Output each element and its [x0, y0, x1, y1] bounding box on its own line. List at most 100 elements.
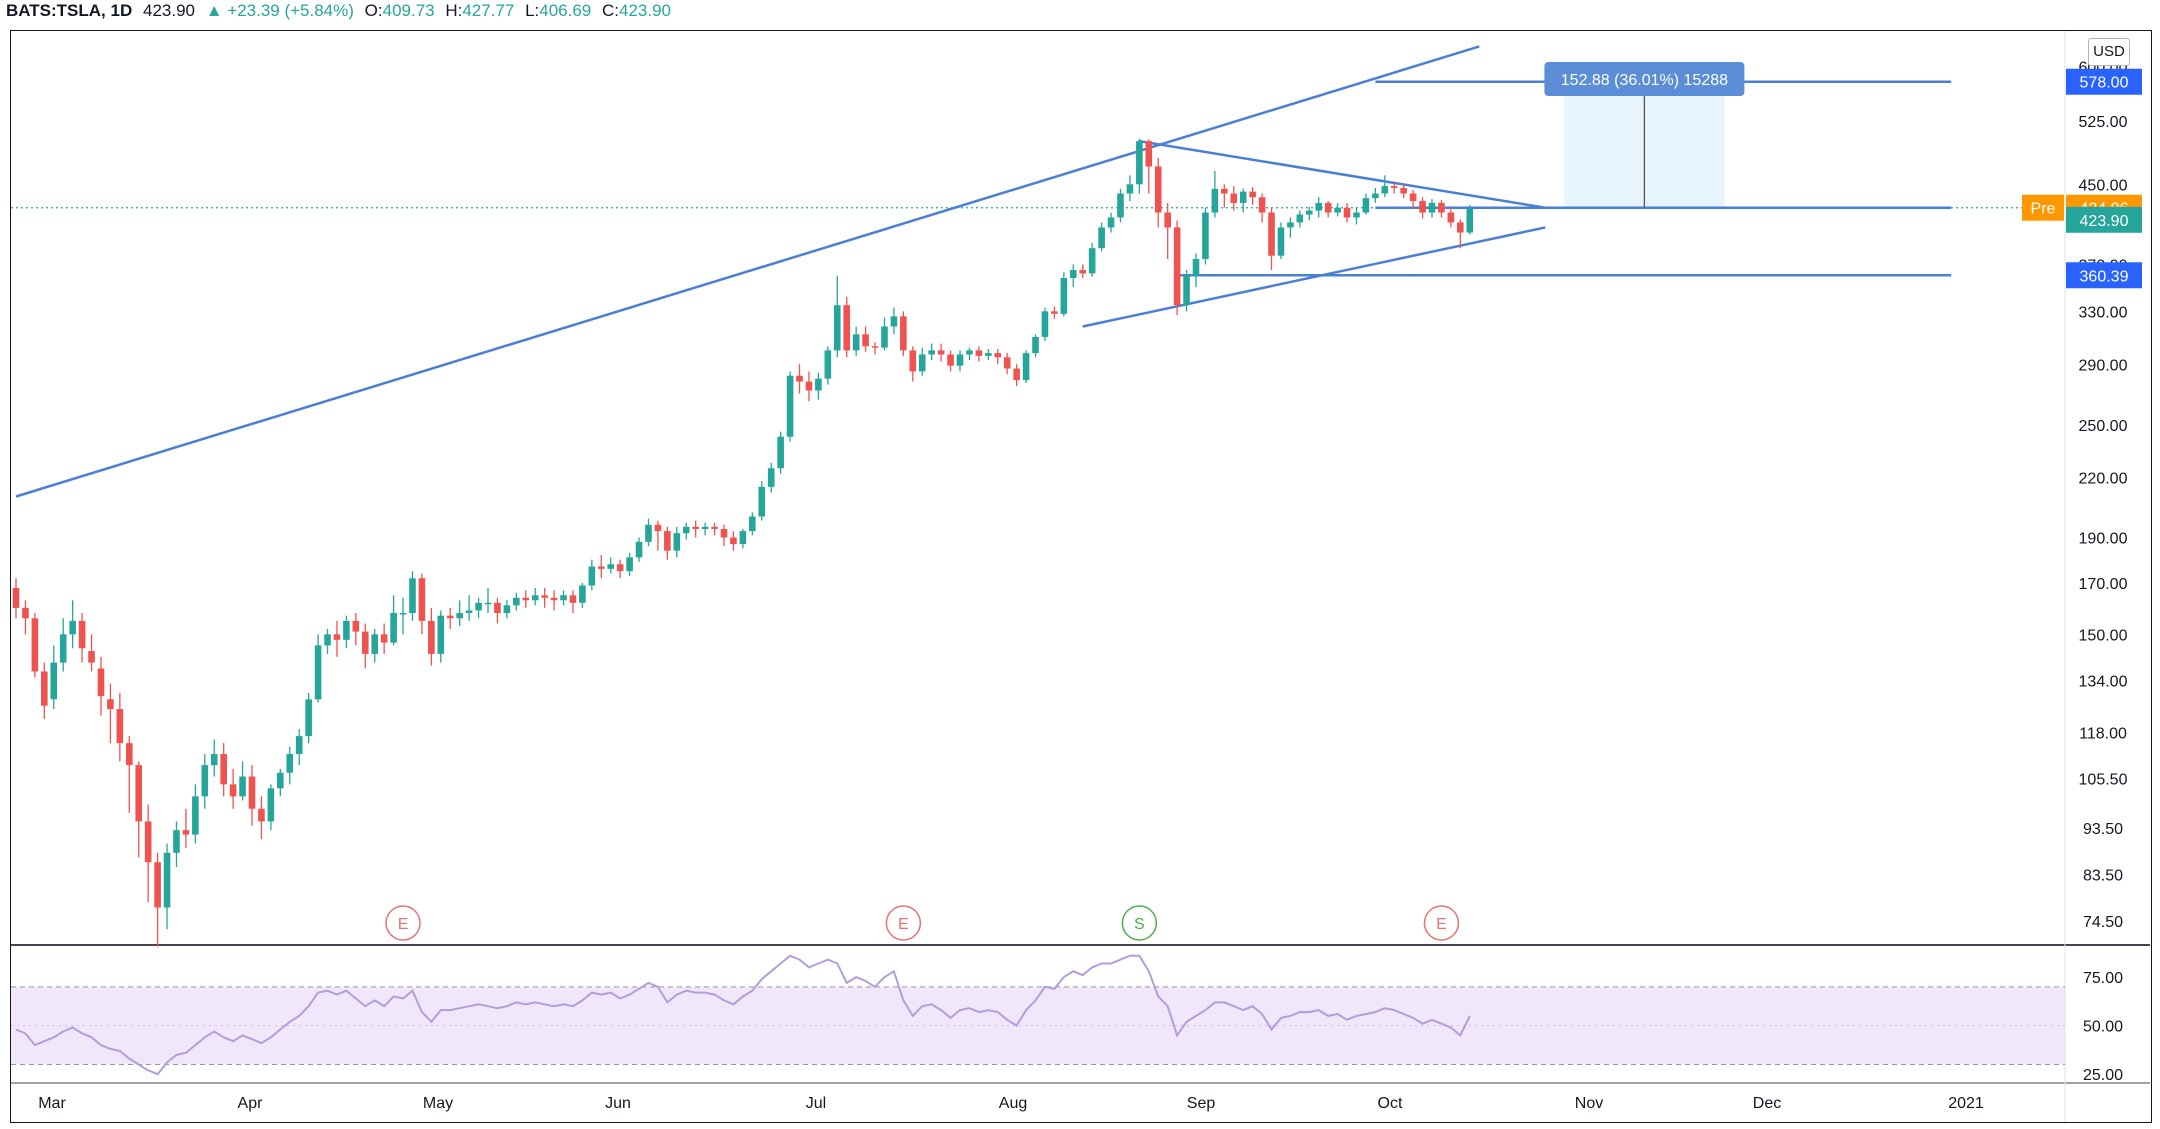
candle-body	[135, 765, 143, 822]
candle-body	[494, 602, 501, 614]
candle-body	[107, 699, 114, 710]
last-price: 423.90	[142, 1, 195, 20]
event-marker-label: S	[1134, 916, 1145, 933]
candle-body	[805, 381, 813, 391]
candle-body	[1466, 208, 1474, 233]
time-tick-label: Oct	[1378, 1095, 1403, 1112]
candle-body	[1390, 186, 1398, 188]
candle-body	[69, 620, 76, 635]
candle-body	[1013, 368, 1020, 381]
candle-body	[88, 651, 95, 663]
price-range-measure: 152.88 (36.01%) 15288	[1544, 62, 1745, 208]
candle-body	[1381, 186, 1389, 194]
candle-body	[654, 524, 662, 532]
high-label: H:	[445, 1, 463, 20]
candle-body	[163, 852, 171, 908]
candle-body	[1296, 214, 1304, 223]
event-marker-label: E	[898, 916, 909, 933]
candle-body	[1051, 311, 1058, 314]
time-tick-label: Dec	[1753, 1095, 1781, 1112]
candle-body	[588, 566, 596, 586]
candle-body	[871, 346, 879, 348]
candle-body	[909, 350, 917, 372]
rsi-tick-label: 50.00	[2083, 1019, 2123, 1036]
candle-body	[1419, 201, 1426, 213]
price-tick-label: 190.00	[2079, 530, 2128, 547]
candle-body	[1258, 197, 1266, 213]
candle-body	[1268, 212, 1275, 256]
candle-body	[409, 578, 416, 614]
candle-body	[1334, 207, 1341, 213]
candle-body	[456, 613, 463, 619]
candle-body	[1022, 353, 1030, 381]
time-tick-label: Nov	[1575, 1095, 1603, 1112]
candle-body	[361, 631, 369, 654]
candle-body	[182, 830, 190, 835]
candle-body	[635, 541, 643, 558]
candle-body	[22, 607, 29, 619]
candle-body	[1032, 336, 1039, 354]
event-marker	[1423, 905, 1460, 941]
candle-body	[616, 564, 624, 572]
candle-body	[1287, 222, 1294, 228]
currency-button[interactable]: USD	[2088, 38, 2130, 66]
event-marker	[385, 905, 421, 941]
price-axis-label: 578.00	[2080, 75, 2129, 92]
candle-body	[144, 821, 152, 863]
candle-body	[777, 436, 784, 469]
candle-body	[560, 595, 567, 601]
candle-body	[531, 595, 539, 601]
candle-body	[541, 595, 548, 598]
candle-body	[522, 597, 530, 601]
candle-body	[1107, 217, 1115, 228]
candle-body	[843, 305, 851, 351]
candle-body	[1362, 198, 1370, 213]
symbol-interval[interactable]: BATS:TSLA, 1D	[6, 1, 133, 20]
low-label: L:	[525, 1, 540, 20]
price-tick-label: 134.00	[2079, 674, 2128, 691]
candle-body	[720, 528, 728, 538]
candle-body	[815, 378, 822, 391]
open-value: 409.73	[382, 1, 435, 20]
candle-body	[78, 620, 86, 649]
trendline-0	[15, 45, 1480, 498]
price-tick-label: 83.50	[2083, 867, 2123, 884]
candle-body	[890, 316, 898, 327]
candle-body	[928, 350, 935, 355]
candle-body	[513, 597, 520, 606]
candle-body	[125, 743, 133, 766]
candle-body	[881, 326, 888, 348]
candle-body	[1324, 202, 1332, 213]
candle-body	[1202, 212, 1209, 259]
price-line-label-bg	[2066, 68, 2142, 95]
measure-label-bg	[1544, 62, 1745, 96]
time-tick-label: Aug	[999, 1095, 1027, 1112]
candle-body	[682, 526, 690, 534]
candle-body	[796, 375, 803, 382]
rsi-pane: 75.00 50.00 25.00	[11, 954, 2123, 1084]
candle-body	[503, 605, 511, 614]
candle-body	[1249, 191, 1256, 198]
pre-tag: Pre	[2031, 201, 2056, 218]
candle-body	[277, 772, 284, 789]
candle-body	[305, 699, 312, 737]
candle-body	[918, 354, 926, 372]
candle-body	[862, 334, 869, 347]
price-tick-label: 250.00	[2079, 418, 2128, 435]
candle-body	[1192, 258, 1200, 276]
candle-body	[1117, 193, 1124, 218]
low-value: 406.69	[539, 1, 592, 20]
candle-body	[852, 334, 860, 351]
candle-body	[475, 602, 482, 611]
candle-body	[550, 597, 558, 601]
price-tick-label: 170.00	[2079, 576, 2128, 593]
candle-body	[248, 776, 256, 809]
candle-body	[767, 468, 775, 487]
candle-body	[333, 634, 341, 640]
close-value: 423.90	[619, 1, 671, 20]
candle-body	[730, 537, 737, 545]
candle-body	[12, 587, 20, 608]
candle-body	[286, 754, 294, 773]
price-tick-label: 118.00	[2079, 726, 2127, 743]
